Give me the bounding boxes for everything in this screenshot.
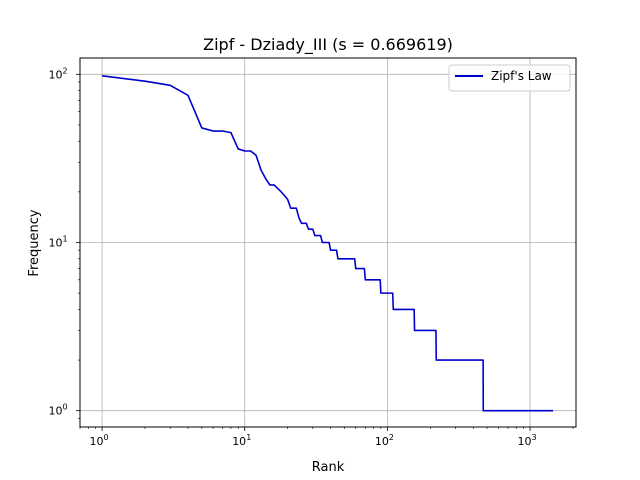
x-tick-label: 100 (90, 433, 109, 448)
y-tick-label: 101 (48, 235, 67, 250)
legend-label: Zipf's Law (491, 69, 552, 83)
y-axis-label: Frequency (27, 209, 42, 276)
y-tick-label: 102 (48, 66, 67, 81)
x-axis-label: Rank (312, 460, 345, 475)
legend: Zipf's Law (448, 64, 571, 92)
y-tick-label: 100 (48, 403, 67, 418)
x-tick-label: 103 (517, 433, 536, 448)
x-tick-label: 101 (232, 433, 251, 448)
legend-box (448, 64, 571, 92)
ticks-layer: 100 101 102 103 100 101 102 (48, 66, 574, 448)
series-line (101, 74, 554, 412)
chart-title: Zipf - Dziady_III (s = 0.669619) (203, 35, 453, 55)
series-layer (101, 74, 554, 412)
x-tick-label: 102 (375, 433, 394, 448)
